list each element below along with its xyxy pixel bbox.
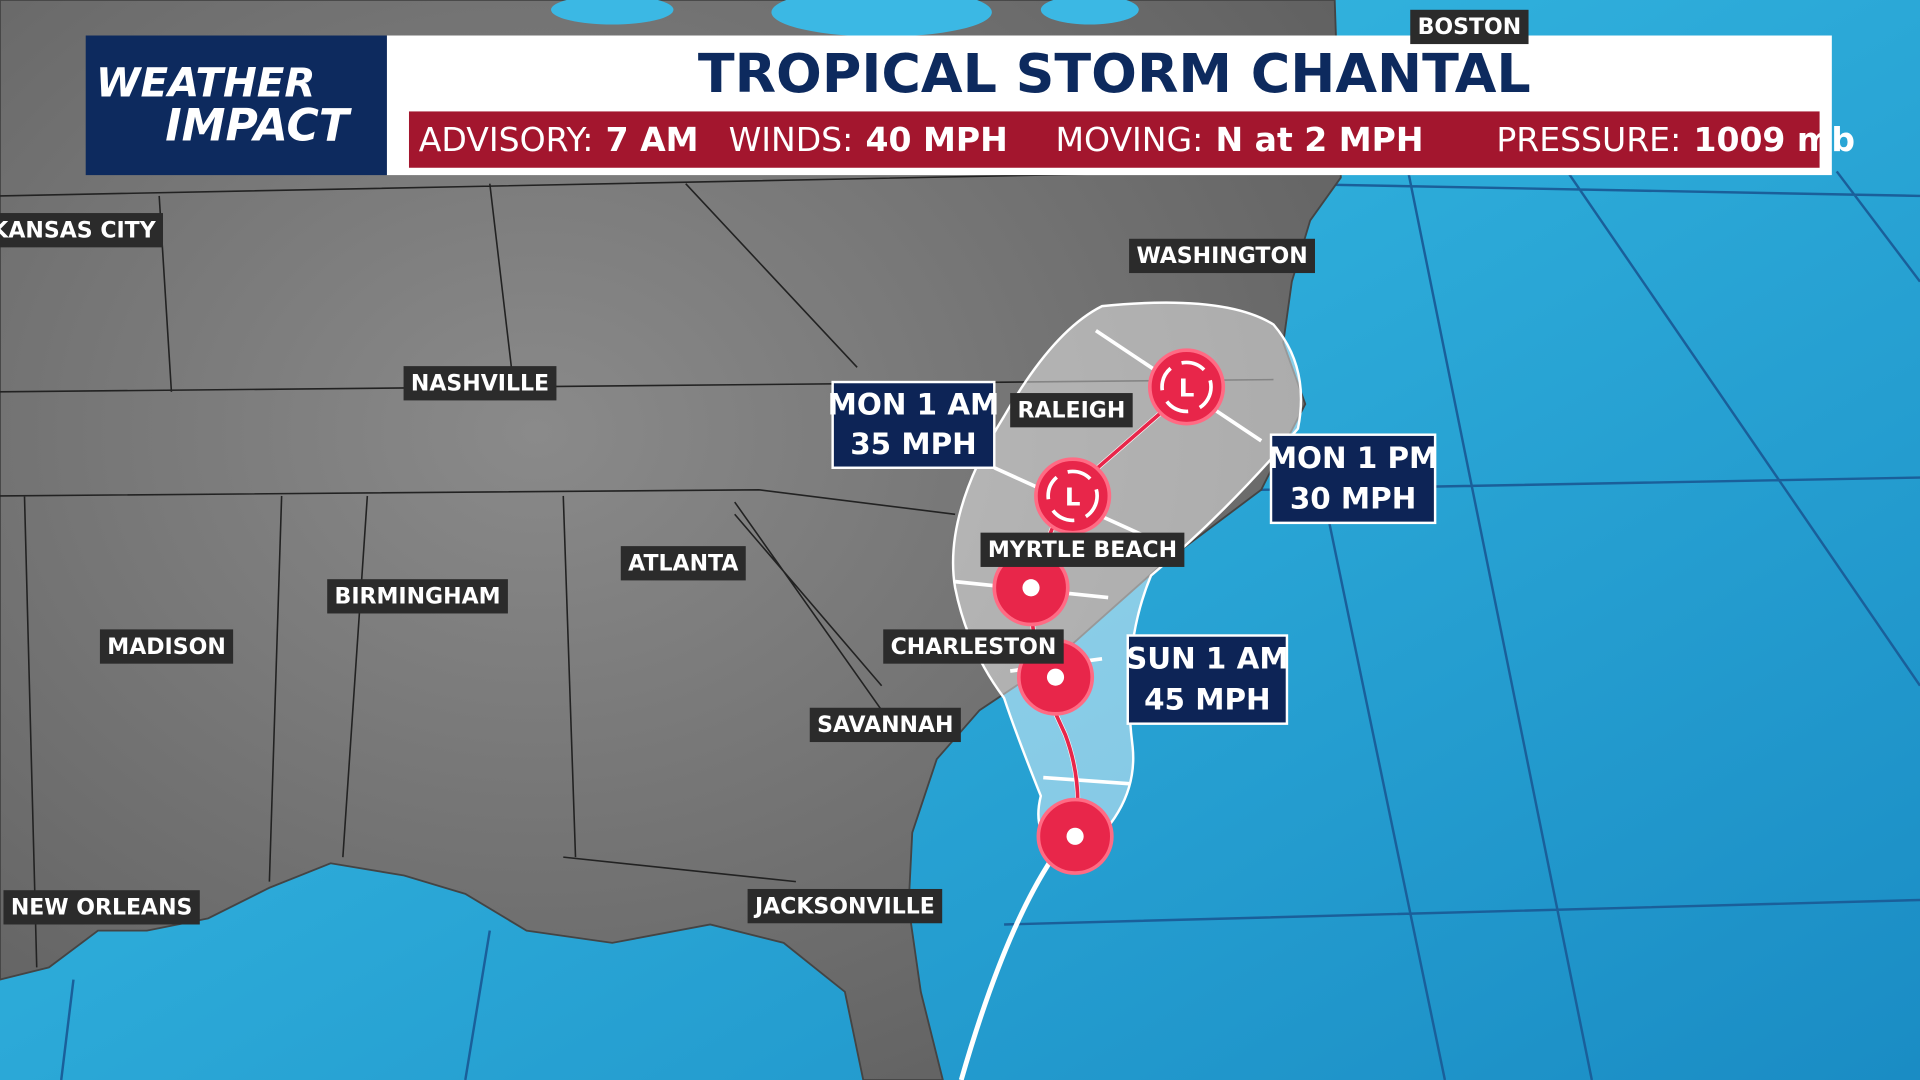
city-label: WASHINGTON	[1129, 238, 1315, 274]
storm-ring	[1160, 360, 1213, 414]
city-name: RALEIGH	[1018, 398, 1126, 423]
forecast-wind: 45 MPH	[1144, 682, 1270, 716]
city-name: JACKSONVILLE	[753, 894, 935, 919]
forecast-time: MON 1 AM	[828, 388, 1000, 422]
field-value: 40 MPH	[866, 119, 1008, 158]
header-title: TROPICAL STORM CHANTAL	[698, 42, 1531, 105]
city-label-bg	[883, 629, 1064, 664]
city-name: WASHINGTON	[1136, 244, 1307, 269]
advisory-field: WINDS: 40 MPH	[729, 119, 1008, 158]
logo-box	[85, 35, 387, 176]
forecast-time: SUN 1 AM	[1126, 642, 1288, 676]
city-label-bg	[403, 366, 557, 401]
logo-line1: WEATHER	[96, 59, 316, 107]
field-label: PRESSURE:	[1496, 119, 1681, 158]
city-label: NEW ORLEANS	[3, 890, 200, 925]
storm-eye	[1066, 827, 1084, 845]
city-label: RALEIGH	[1010, 393, 1133, 428]
city-name: KANSAS CITY	[0, 218, 157, 243]
field-value: 1009 mb	[1693, 119, 1855, 158]
city-label-bg	[1129, 238, 1315, 274]
city-label-bg	[1010, 393, 1133, 428]
storm-icons: LL	[992, 348, 1226, 875]
advisory-field: MOVING: N at 2 MPH	[1056, 119, 1424, 158]
city-label-bg	[980, 532, 1185, 567]
city-label-bg	[99, 629, 234, 664]
great-lakes	[551, 0, 1139, 37]
city-label: NASHVILLE	[403, 366, 557, 401]
low-mark: L	[1065, 482, 1081, 511]
advisory-field: ADVISORY: 7 AM	[419, 119, 699, 158]
forecast-box	[1126, 634, 1289, 725]
city-name: MADISON	[107, 635, 226, 660]
forecast-box	[831, 380, 996, 469]
city-label-bg	[0, 213, 164, 248]
field-value: N at 2 MPH	[1216, 119, 1424, 158]
city-label-bg	[1410, 9, 1529, 45]
city-name: MYRTLE BEACH	[988, 538, 1177, 563]
land	[0, 0, 1342, 1080]
city-label-bg	[620, 546, 746, 581]
field-label: ADVISORY:	[419, 119, 594, 158]
city-label: ATLANTA	[620, 546, 746, 581]
city-name: SAVANNAH	[817, 713, 953, 738]
city-label-bg	[3, 890, 200, 925]
logo-line2: IMPACT	[165, 101, 352, 152]
field-label: WINDS:	[729, 119, 854, 158]
city-label: MYRTLE BEACH	[980, 532, 1185, 567]
low-mark: L	[1179, 373, 1195, 402]
city-name: BOSTON	[1418, 15, 1522, 40]
forecast-time: MON 1 PM	[1268, 441, 1438, 475]
city-name: ATLANTA	[628, 551, 738, 576]
city-label: BOSTON	[1410, 9, 1529, 45]
forecast-box	[1269, 433, 1437, 525]
lat-lon-grid	[60, 170, 1920, 1080]
city-label-bg	[809, 707, 961, 743]
storm-ring	[1046, 469, 1099, 523]
city-name: NEW ORLEANS	[11, 896, 193, 921]
city-label: CHARLESTON	[883, 629, 1064, 664]
forecast-wind: 35 MPH	[850, 427, 976, 461]
city-label: MADISON	[99, 629, 234, 664]
field-label: MOVING:	[1056, 119, 1204, 158]
labels: ADVISORY: 7 AM WINDS: 40 MPH MOVING: N at 2 M…	[0, 9, 1855, 925]
state-borders	[0, 170, 1274, 968]
advisory-field: PRESSURE: 1009 mb	[1496, 119, 1855, 158]
field-value: 7 AM	[606, 119, 699, 158]
advisory-bar	[408, 111, 1820, 168]
city-name: CHARLESTON	[891, 635, 1057, 660]
city-label-bg	[327, 579, 508, 614]
forecast-wind: 30 MPH	[1290, 481, 1416, 515]
city-label: JACKSONVILLE	[747, 888, 943, 924]
city-name: BIRMINGHAM	[335, 585, 501, 610]
city-label: BIRMINGHAM	[327, 579, 508, 614]
city-label: KANSAS CITY	[0, 213, 164, 248]
city-label-bg	[747, 888, 943, 924]
storm-eye	[1046, 668, 1065, 686]
city-label: SAVANNAH	[809, 707, 961, 743]
storm-eye	[1022, 579, 1040, 597]
city-name: NASHVILLE	[411, 371, 549, 396]
